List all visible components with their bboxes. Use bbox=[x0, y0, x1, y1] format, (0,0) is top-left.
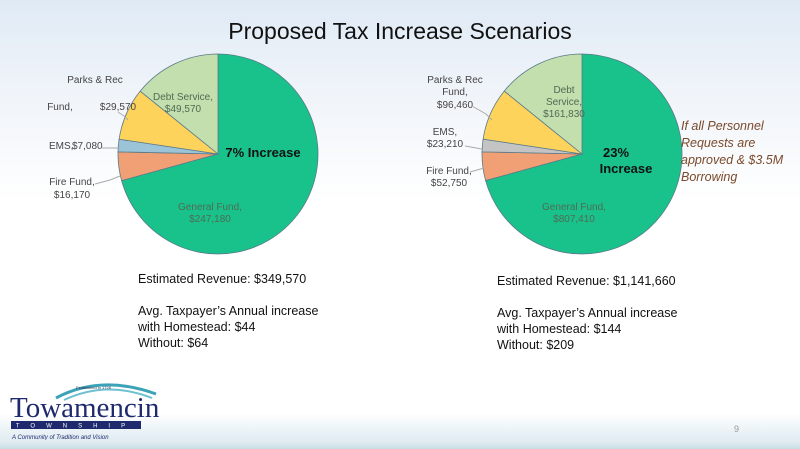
value-fire: $16,170 bbox=[54, 190, 91, 201]
center-label-r2: Increase bbox=[600, 161, 653, 176]
label-parks: Parks & Rec bbox=[67, 75, 123, 86]
label-debt: Debt Service, bbox=[153, 92, 213, 103]
logo-sub: TOWNSHIP bbox=[16, 424, 136, 430]
pie1-labels: Parks & Rec Fund, $96,460 EMS, $23,210 Fi… bbox=[426, 75, 652, 225]
pie0-labels: Parks & Rec $29,570 EMS, $7,080 Fire Fun… bbox=[47, 75, 300, 225]
label-general-r: General Fund, bbox=[542, 202, 606, 213]
center-label-r1: 23% bbox=[603, 145, 629, 160]
label-parks-r1: Parks & Rec Fund, bbox=[427, 75, 483, 98]
logo-name: Towamencin bbox=[10, 392, 160, 424]
right-line3: Without: $209 bbox=[497, 338, 575, 352]
pie-slice-general-fund bbox=[121, 53, 319, 255]
value-parks-r: $96,460 bbox=[437, 100, 474, 111]
value-general: $247,180 bbox=[189, 214, 231, 225]
right-line2: with Homestead: $144 bbox=[497, 322, 622, 336]
left-info: Estimated Revenue: $349,570 Avg. Taxpaye… bbox=[138, 271, 318, 351]
value-parks: $29,570 bbox=[100, 102, 137, 113]
svg-text:Fund,: Fund, bbox=[47, 102, 73, 113]
pie-slice-debt-service bbox=[503, 53, 583, 155]
left-line2: with Homestead: $44 bbox=[138, 320, 256, 334]
value-general-r: $807,410 bbox=[553, 214, 595, 225]
value-fire-r: $52,750 bbox=[431, 178, 468, 189]
center-label: 7% Increase bbox=[225, 145, 300, 160]
slide-title: Proposed Tax Increase Scenarios bbox=[228, 18, 572, 44]
left-line3: Without: $64 bbox=[138, 336, 209, 350]
label-general: General Fund, bbox=[178, 202, 242, 213]
left-line1: Avg. Taxpayer’s Annual increase bbox=[138, 304, 319, 318]
right-line1: Avg. Taxpayer’s Annual increase bbox=[497, 306, 678, 320]
right-info: Estimated Revenue: $1,141,660 Avg. Taxpa… bbox=[497, 273, 677, 353]
page-number: 9 bbox=[734, 424, 740, 434]
logo-established: Established in 1728 bbox=[76, 385, 112, 390]
logo-tagline: A Community of Tradition and Vision bbox=[11, 435, 109, 441]
label-ems: EMS, bbox=[49, 141, 73, 152]
value-ems: $7,080 bbox=[72, 141, 103, 152]
pie-chart-7-percent bbox=[117, 53, 319, 255]
value-ems-r: $23,210 bbox=[427, 139, 464, 150]
township-logo: Established in 1728 Towamencin TOWNSHIP … bbox=[6, 376, 176, 442]
pie-chart-23-percent bbox=[481, 53, 683, 255]
right-revenue: Estimated Revenue: $1,141,660 bbox=[497, 274, 676, 288]
label-ems-r: EMS, bbox=[433, 127, 457, 138]
pie-slice-debt-service bbox=[139, 53, 219, 155]
value-debt: $49,570 bbox=[165, 104, 202, 115]
scenario-note: If all Personnel Requests are approved &… bbox=[681, 119, 784, 184]
pie-slice-general-fund bbox=[485, 53, 683, 255]
label-debt-r: Debt Service, bbox=[546, 85, 582, 108]
label-fire: Fire Fund, bbox=[49, 177, 95, 188]
left-revenue: Estimated Revenue: $349,570 bbox=[138, 272, 307, 286]
bottom-strip bbox=[0, 440, 800, 449]
value-debt-r: $161,830 bbox=[543, 109, 585, 120]
label-fire-r: Fire Fund, bbox=[426, 166, 472, 177]
